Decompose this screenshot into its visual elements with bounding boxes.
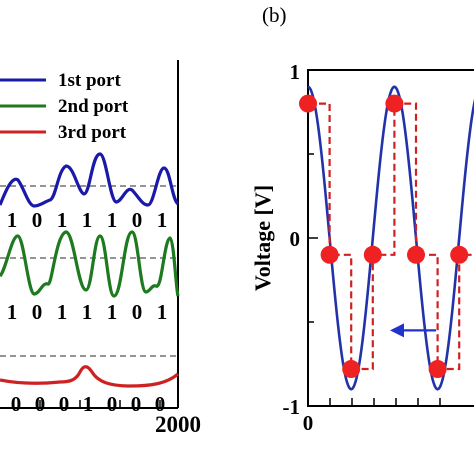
bit-label: 0 [155,392,166,416]
annotation-arrow [390,323,436,338]
sample-markers [299,94,469,378]
bit-label: 1 [7,300,18,324]
bit-label: 1 [157,300,168,324]
bit-label: 0 [59,392,70,416]
bit-label: 1 [82,208,93,232]
bit-label: 0 [107,392,118,416]
sample-marker [428,360,447,378]
sample-marker [342,360,361,378]
bit-label: 1 [7,208,18,232]
panel-b-y-axis-label: Voltage [V] [250,185,275,291]
panel-a-x-tick-label: 2000 [155,412,201,437]
bit-label: 0 [131,392,142,416]
bit-label: 1 [82,300,93,324]
bit-label: 0 [11,392,22,416]
panel-b-y-tick-label: 0 [290,227,301,251]
bit-label: 0 [32,208,43,232]
panel-b-label: (b) [262,3,287,27]
legend-label-2nd-port: 2nd port [58,96,129,117]
sample-marker [299,94,317,113]
trace-3rd-port [0,365,180,388]
panel-a: 2000 1st port 2nd port 3rd port 1 0 1 1 … [0,60,201,437]
bit-label: 0 [132,208,143,232]
trace-2nd-port [0,230,180,298]
arrow-head [390,323,404,338]
sample-marker [407,245,425,264]
bit-row-3rd-port: 0 0 0 1 0 0 0 [11,392,166,416]
panel-b-x-tick-label: 0 [303,411,314,435]
sample-marker [450,245,469,264]
bit-label: 1 [83,392,94,416]
bit-label: 1 [107,300,118,324]
bit-label: 1 [57,208,68,232]
trace-1st-port [0,152,180,208]
bit-label: 0 [32,300,43,324]
legend: 1st port 2nd port 3rd port [0,70,129,143]
bit-label: 1 [57,300,68,324]
bit-row-2nd-port: 1 0 1 1 1 0 1 [7,300,168,324]
series-sampled-step [308,102,474,371]
sample-marker [320,245,339,264]
legend-label-1st-port: 1st port [58,70,121,91]
sample-marker [363,245,382,264]
panel-b-plot-frame [307,69,474,407]
panel-b: (b) 1 0 -1 0 Voltage [V] [250,3,474,435]
series-sine [307,85,474,391]
bit-label: 0 [35,392,46,416]
panel-b-y-tick-label: 1 [290,60,301,84]
bit-label: 0 [132,300,143,324]
panel-b-y-tick-label: -1 [283,395,301,419]
sample-marker [385,94,404,113]
bit-row-1st-port: 1 0 1 1 1 0 1 [7,208,168,232]
bit-label: 1 [107,208,118,232]
legend-label-3rd-port: 3rd port [58,122,127,143]
bit-label: 1 [157,208,168,232]
